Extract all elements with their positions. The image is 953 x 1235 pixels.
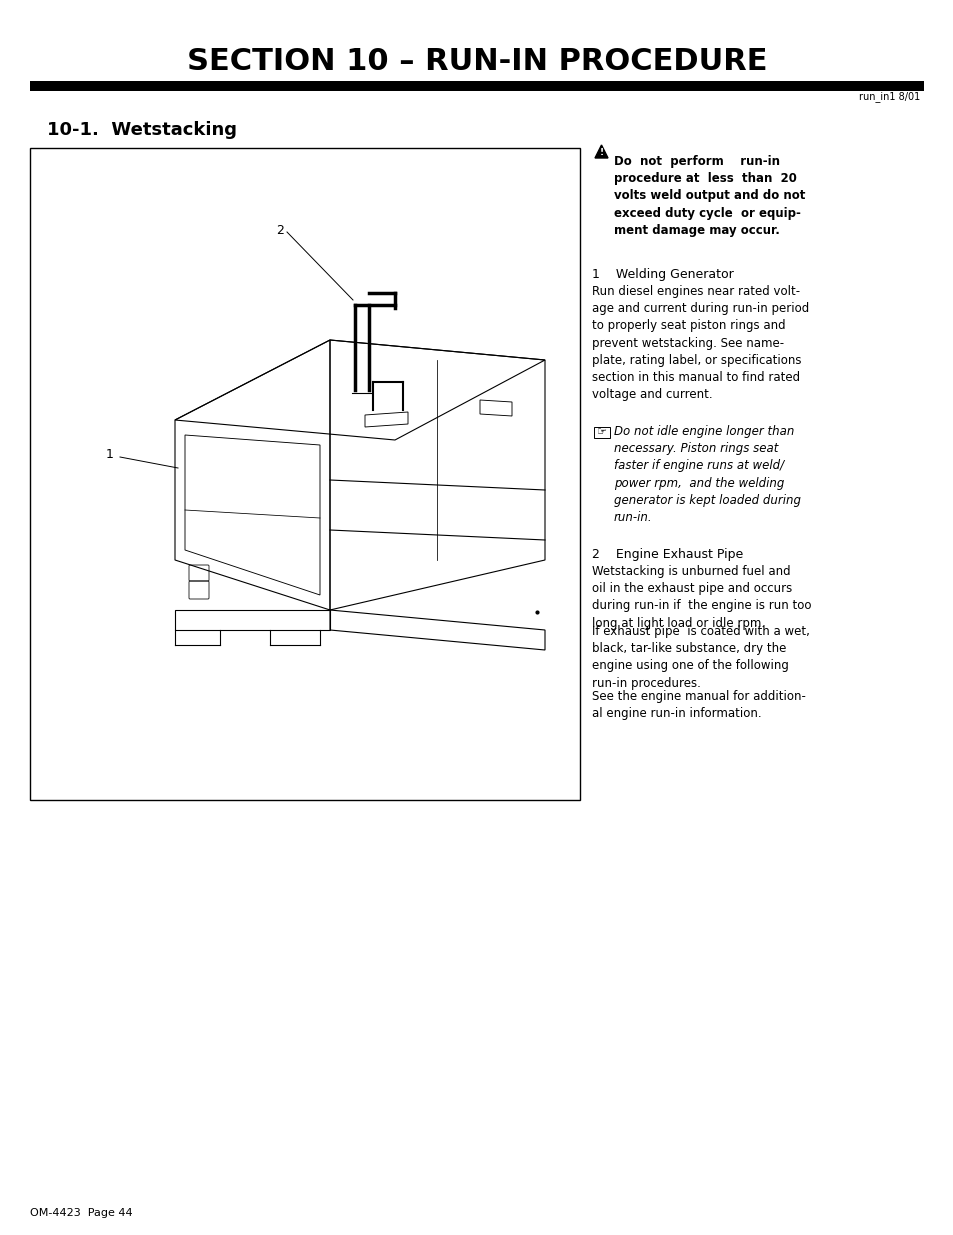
Text: !: ! <box>598 148 603 157</box>
Text: 10-1.  Wetstacking: 10-1. Wetstacking <box>47 121 236 140</box>
Text: Do not idle engine longer than
necessary. Piston rings seat
faster if engine run: Do not idle engine longer than necessary… <box>614 425 801 524</box>
Text: 2: 2 <box>275 224 284 236</box>
Text: See the engine manual for addition-
al engine run-in information.: See the engine manual for addition- al e… <box>592 690 805 720</box>
Text: Do  not  perform    run-in
procedure at  less  than  20
volts weld output and do: Do not perform run-in procedure at less … <box>614 156 804 237</box>
Polygon shape <box>595 144 607 158</box>
Text: 1    Welding Generator: 1 Welding Generator <box>592 268 733 282</box>
Text: run_in1 8/01: run_in1 8/01 <box>858 91 919 103</box>
Text: 2    Engine Exhaust Pipe: 2 Engine Exhaust Pipe <box>592 548 742 561</box>
Text: Run diesel engines near rated volt-
age and current during run-in period
to prop: Run diesel engines near rated volt- age … <box>592 285 808 401</box>
Bar <box>30 148 579 800</box>
Text: ☞: ☞ <box>597 427 606 437</box>
Text: OM-4423  Page 44: OM-4423 Page 44 <box>30 1208 132 1218</box>
Text: SECTION 10 – RUN-IN PROCEDURE: SECTION 10 – RUN-IN PROCEDURE <box>187 47 766 77</box>
Text: If exhaust pipe  is coated with a wet,
black, tar-like substance, dry the
engine: If exhaust pipe is coated with a wet, bl… <box>592 625 809 689</box>
Text: Wetstacking is unburned fuel and
oil in the exhaust pipe and occurs
during run-i: Wetstacking is unburned fuel and oil in … <box>592 564 811 630</box>
Bar <box>30 82 923 91</box>
Text: 1: 1 <box>106 448 113 462</box>
